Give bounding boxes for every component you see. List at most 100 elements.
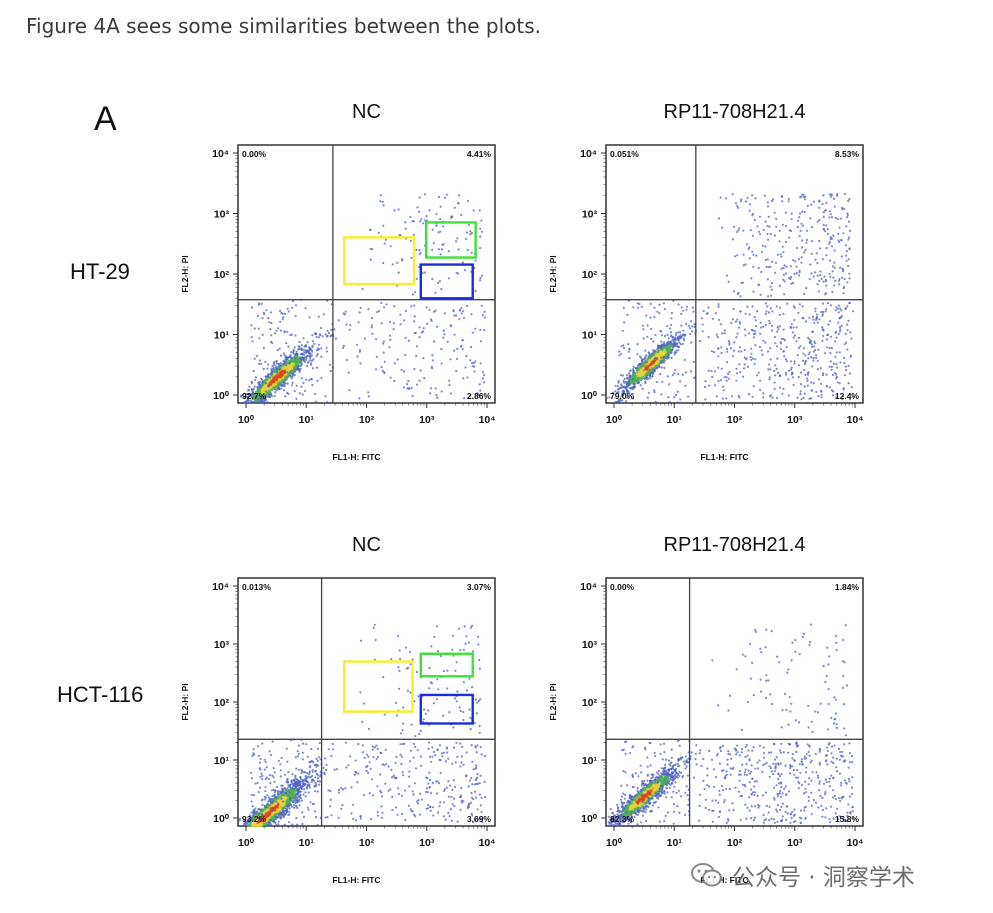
data-point xyxy=(670,311,674,315)
data-point xyxy=(734,255,737,258)
data-point xyxy=(460,761,463,764)
data-point xyxy=(443,787,446,791)
data-point xyxy=(829,236,832,239)
data-point xyxy=(829,304,832,307)
data-point xyxy=(431,746,434,749)
panel-letter: A xyxy=(94,100,117,138)
data-point xyxy=(778,229,781,232)
data-point xyxy=(824,230,827,233)
data-point xyxy=(446,340,449,343)
data-point xyxy=(778,284,782,287)
data-point xyxy=(627,372,631,375)
data-point xyxy=(680,336,683,339)
data-point xyxy=(782,387,785,390)
data-point xyxy=(357,321,360,324)
data-point xyxy=(389,376,392,379)
data-point xyxy=(308,355,311,358)
data-point xyxy=(469,626,472,629)
data-point xyxy=(828,272,831,275)
data-point xyxy=(429,392,432,395)
data-point xyxy=(668,349,671,352)
data-point xyxy=(445,786,449,789)
data-point xyxy=(299,790,302,793)
data-point xyxy=(268,396,271,399)
data-point xyxy=(628,348,631,351)
data-point xyxy=(479,698,482,701)
data-point xyxy=(825,284,828,287)
data-point xyxy=(294,314,297,318)
data-point xyxy=(456,755,459,759)
data-point xyxy=(405,383,409,386)
data-point xyxy=(777,328,780,331)
data-point xyxy=(844,368,848,372)
data-point xyxy=(641,387,644,390)
data-point xyxy=(295,816,298,820)
data-point xyxy=(440,362,443,365)
data-point xyxy=(813,340,816,343)
data-point xyxy=(400,794,404,797)
data-point xyxy=(440,752,443,755)
data-point xyxy=(428,687,431,690)
data-point xyxy=(807,357,810,360)
data-point xyxy=(263,758,266,761)
data-point xyxy=(685,308,688,311)
data-point xyxy=(298,392,301,395)
data-point xyxy=(831,290,834,293)
data-point xyxy=(299,780,302,783)
data-point xyxy=(305,358,308,362)
data-point xyxy=(731,238,735,241)
data-point xyxy=(469,359,472,362)
data-point xyxy=(435,224,438,227)
data-point xyxy=(323,757,327,760)
data-point xyxy=(820,396,823,399)
data-point xyxy=(617,380,620,383)
data-point xyxy=(627,380,630,383)
data-point xyxy=(295,350,298,353)
data-point xyxy=(303,351,306,354)
data-point xyxy=(292,349,295,352)
data-point xyxy=(276,791,279,794)
data-point xyxy=(296,755,299,758)
data-point xyxy=(788,236,791,239)
data-point xyxy=(417,695,420,698)
data-point xyxy=(280,387,283,390)
plot-title: NC xyxy=(352,101,381,123)
data-point xyxy=(296,806,299,810)
data-point xyxy=(813,321,816,324)
data-point xyxy=(412,742,415,746)
data-point xyxy=(327,748,330,751)
data-point xyxy=(266,395,269,398)
data-point xyxy=(393,362,396,365)
data-point xyxy=(258,362,261,365)
data-point xyxy=(341,804,344,807)
data-point xyxy=(784,240,788,243)
data-point xyxy=(782,278,785,281)
data-point xyxy=(270,322,273,325)
data-point xyxy=(704,380,707,383)
data-point xyxy=(357,772,360,775)
data-point xyxy=(727,339,730,343)
data-point xyxy=(418,196,421,199)
y-tick-label: 10⁴ xyxy=(212,581,229,593)
data-point xyxy=(403,742,406,745)
data-point xyxy=(308,786,311,789)
data-point xyxy=(316,347,319,350)
data-point xyxy=(682,329,685,332)
data-point xyxy=(760,250,764,254)
data-point xyxy=(303,778,307,781)
data-point xyxy=(318,780,321,783)
data-point xyxy=(775,217,778,220)
data-point xyxy=(653,306,656,309)
data-point xyxy=(795,326,798,329)
data-point xyxy=(423,193,427,196)
y-tick-label: 10³ xyxy=(582,209,598,221)
data-point xyxy=(342,346,345,350)
data-point xyxy=(808,278,811,281)
data-point xyxy=(286,382,289,385)
data-point xyxy=(302,815,305,818)
data-point xyxy=(770,260,774,263)
data-point xyxy=(758,215,762,218)
data-point xyxy=(248,385,251,388)
data-point xyxy=(630,380,634,384)
data-point xyxy=(816,368,820,371)
